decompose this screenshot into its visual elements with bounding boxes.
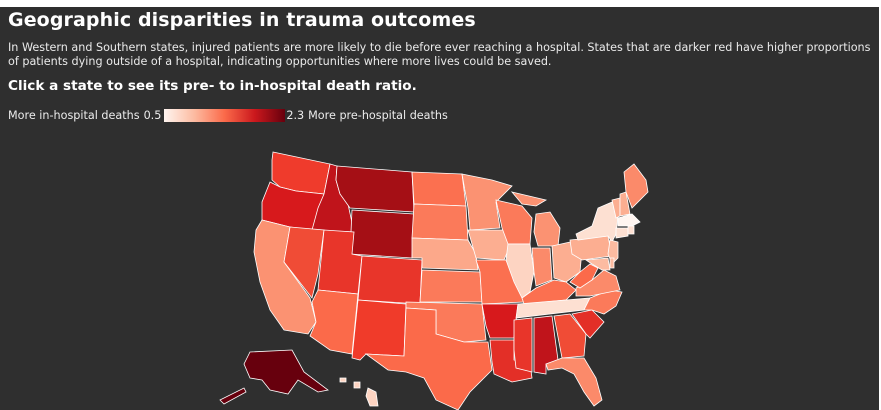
legend-right-label: More pre-hospital deaths	[308, 108, 448, 122]
state-WY[interactable]	[349, 209, 415, 259]
us-choropleth-map	[219, 151, 649, 410]
state-MA[interactable]	[617, 213, 641, 227]
state-AK[interactable]	[243, 349, 329, 395]
state-GA[interactable]	[553, 313, 587, 359]
state-HI[interactable]	[339, 377, 379, 407]
state-MD[interactable]	[584, 257, 611, 271]
color-legend: More in-hospital deaths 0.5 2.3 More pre…	[8, 107, 448, 123]
state-AZ[interactable]	[309, 289, 359, 355]
state-NY[interactable]	[575, 201, 619, 243]
state-TX[interactable]	[364, 307, 493, 410]
legend-left-label: More in-hospital deaths	[8, 108, 140, 122]
legend-color-ramp	[164, 108, 286, 122]
state-MT[interactable]	[335, 165, 415, 213]
state-RI[interactable]	[627, 225, 635, 235]
state-SC[interactable]	[571, 309, 605, 339]
state-CT[interactable]	[615, 227, 629, 239]
map-panel: Geographic disparities in trauma outcome…	[0, 7, 879, 410]
legend-min-value: 0.5	[143, 108, 162, 122]
state-NV[interactable]	[283, 226, 325, 299]
instruction-text: Click a state to see its pre- to in-hosp…	[8, 78, 417, 94]
state-IN[interactable]	[531, 247, 553, 287]
state-AK-islands[interactable]	[219, 387, 247, 405]
state-NE[interactable]	[411, 237, 479, 271]
state-MS[interactable]	[513, 317, 533, 373]
state-PA[interactable]	[569, 235, 613, 261]
state-CO[interactable]	[357, 255, 423, 305]
state-ND[interactable]	[411, 171, 467, 207]
state-WV[interactable]	[569, 263, 599, 289]
state-FL[interactable]	[545, 357, 603, 407]
state-NM[interactable]	[351, 299, 407, 361]
state-SD[interactable]	[411, 203, 469, 241]
state-MN[interactable]	[461, 173, 513, 231]
state-VA[interactable]	[575, 269, 621, 297]
state-NC[interactable]	[583, 289, 623, 315]
page-title: Geographic disparities in trauma outcome…	[8, 9, 476, 31]
state-DE[interactable]	[609, 257, 615, 269]
description-text: In Western and Southern states, injured …	[8, 41, 871, 68]
state-AR[interactable]	[481, 303, 519, 339]
state-KS[interactable]	[419, 269, 483, 303]
state-ME[interactable]	[623, 163, 649, 209]
state-NH[interactable]	[619, 191, 631, 217]
legend-max-value: 2.3	[286, 108, 305, 122]
